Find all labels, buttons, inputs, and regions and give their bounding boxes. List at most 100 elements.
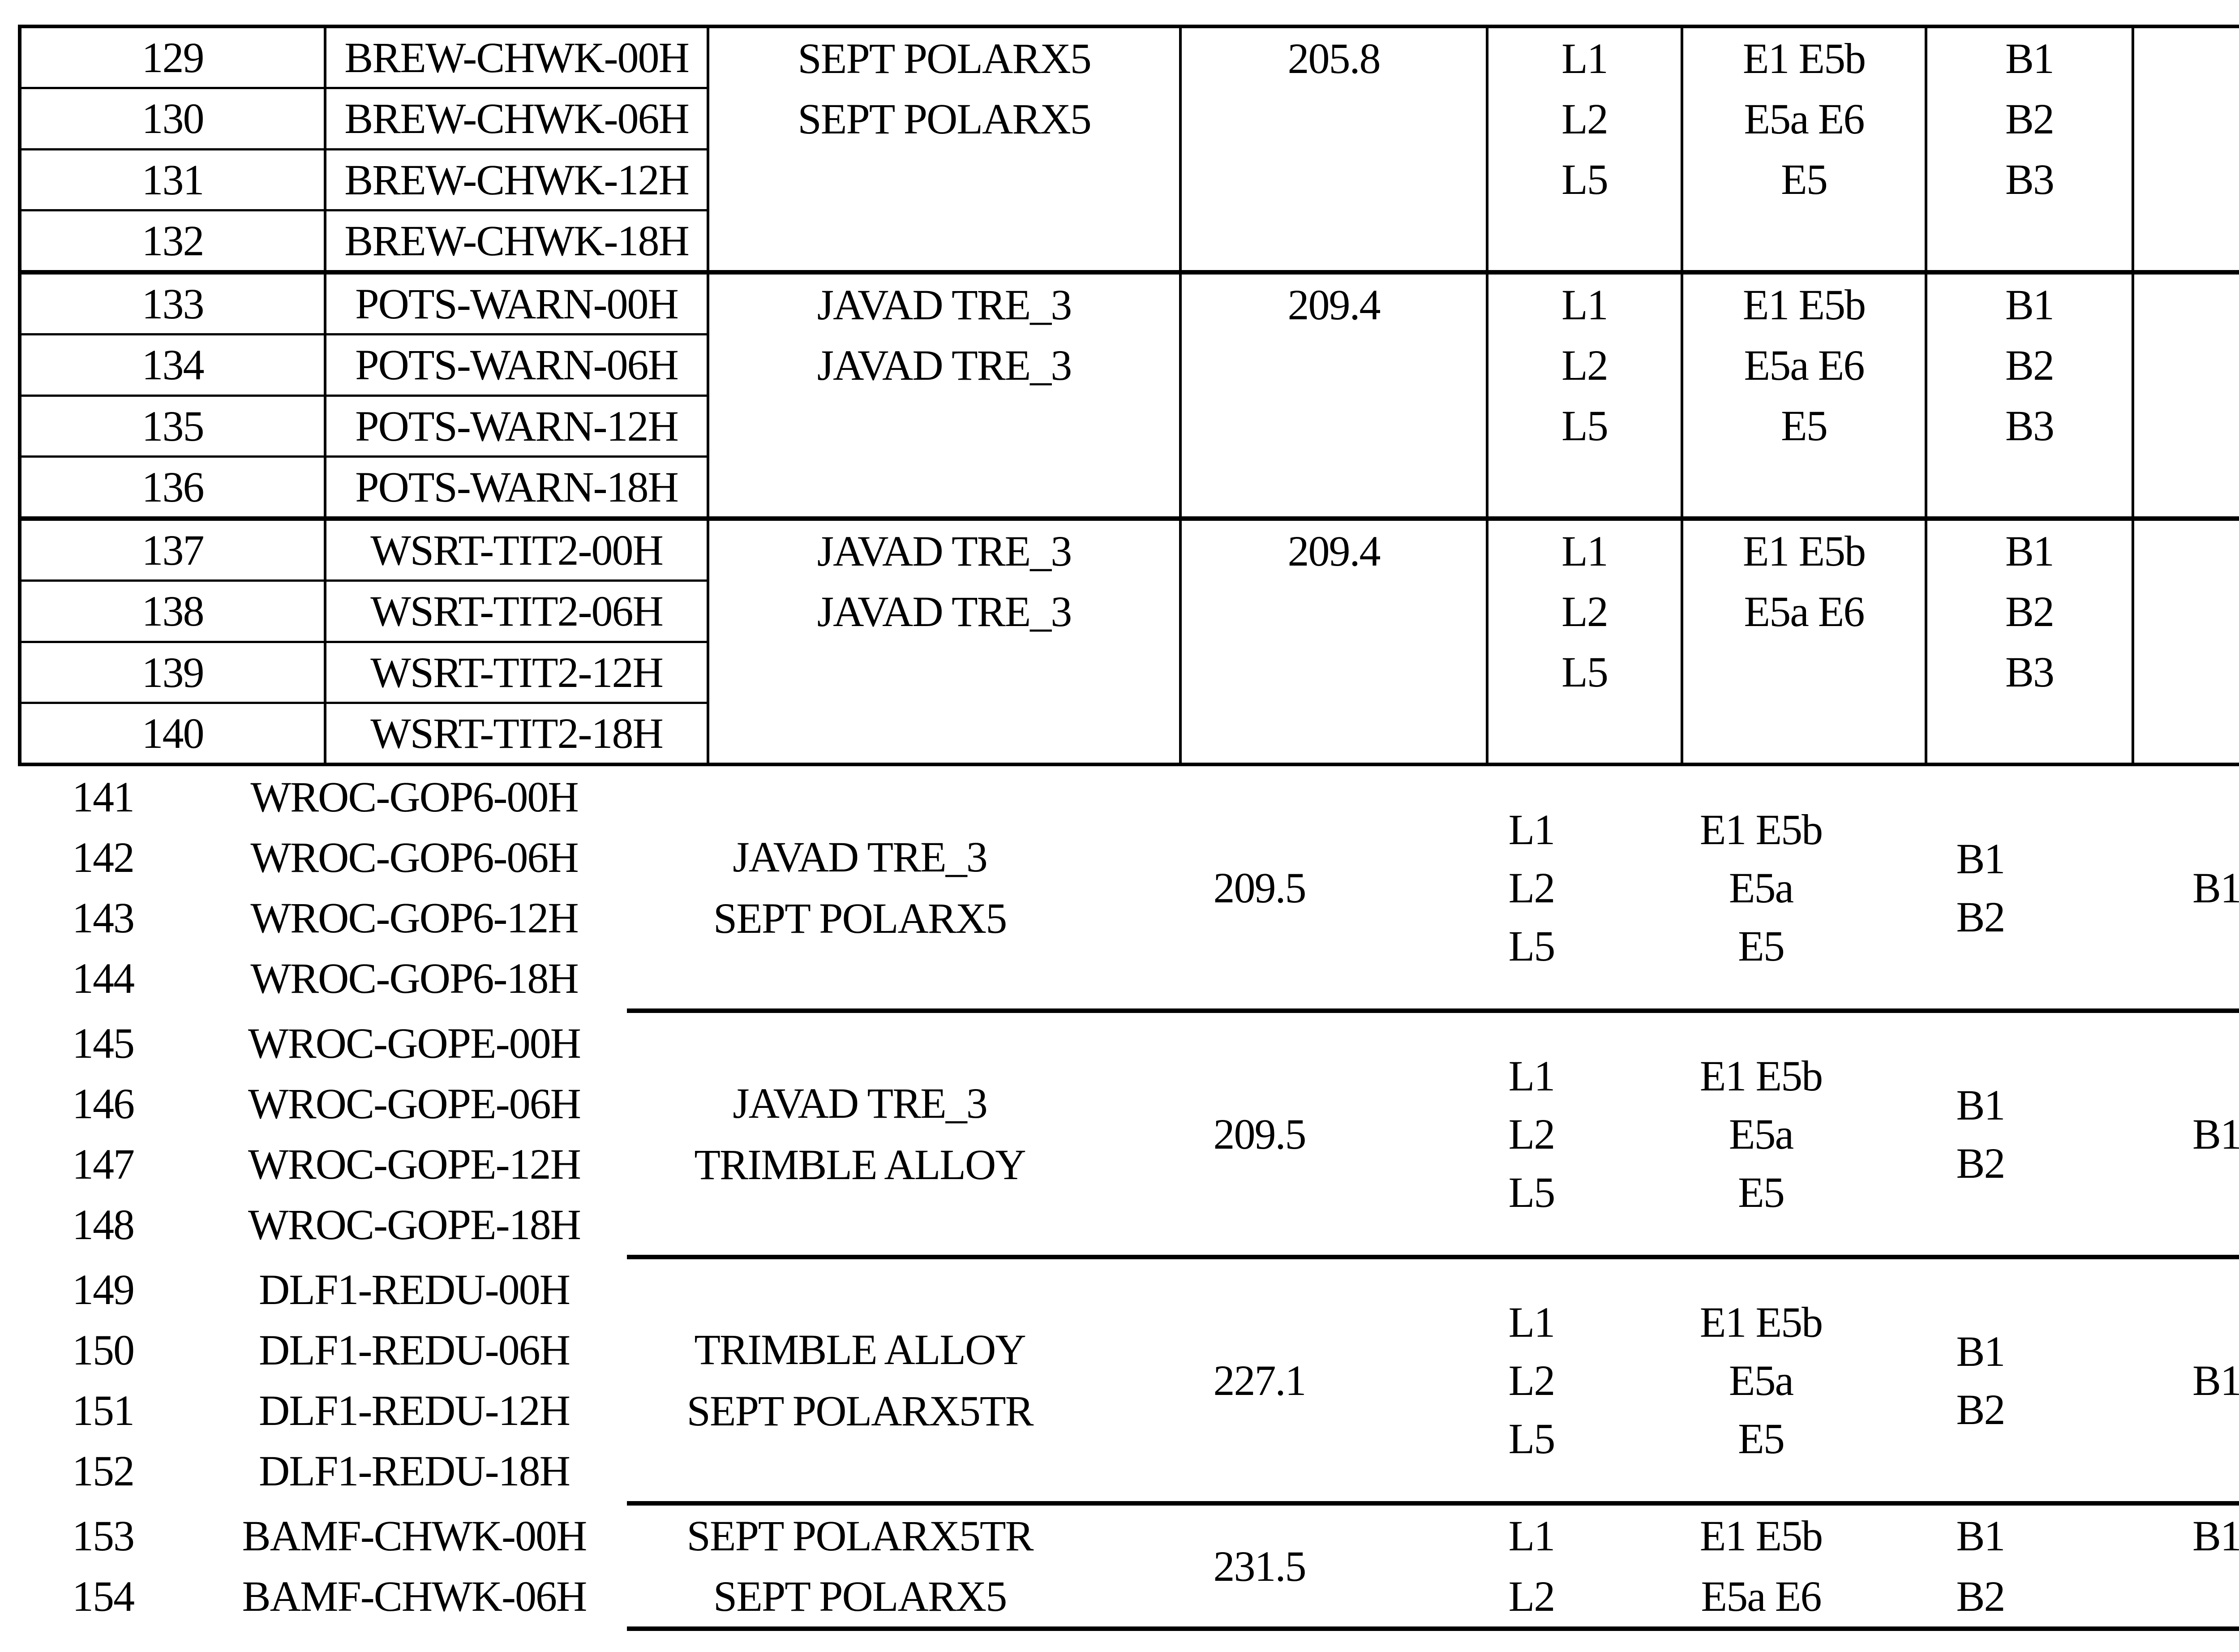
b-signal: B1 [1927,28,2132,89]
station-id: BAMF-CHWK-00H [242,1506,588,1566]
station-text: WROC-GOP6-06H [250,833,579,881]
row-number-text: 144 [72,954,135,1002]
station-text: WROC-GOPE-12H [248,1140,581,1188]
l-signal: L2 [1509,858,1556,917]
station-text: WROC-GOPE-00H [248,1019,581,1067]
l-signal: L2 [1488,581,1681,642]
e-signal: E1 E5b [1699,1293,1823,1351]
station-id: WROC-GOP6-18H [250,948,579,1008]
row-number-text: 131 [142,155,205,204]
row-number: 153 [72,1506,135,1566]
e-signal: E5a [1729,858,1794,917]
l-signal: L5 [1508,917,1556,975]
group-separator-line [627,1626,2239,1631]
signal-text: B1 [2192,1512,2239,1560]
signal-text: B2 [1956,1139,2005,1187]
b-signal-cell: B1 B2 [1881,1259,2080,1501]
b-signal: B3 [1927,149,2132,210]
l-signal-cell: L1 L2 L5 [1486,28,1681,270]
station-id: DLF1-REDU-06H [259,1320,570,1380]
row-number-text: 148 [72,1201,135,1249]
receiver-text: SEPT POLARX5 [713,894,1007,942]
e-signal: E5a [1729,1105,1794,1163]
receiver-text: JAVAD TRE_3 [733,833,987,881]
signal-text: L5 [1508,922,1556,970]
station-text: DLF1-REDU-12H [259,1386,570,1434]
receiver-text: JAVAD TRE_3 [817,281,1072,329]
l-signal: L1 [1508,1293,1556,1351]
signal-text: B2 [2005,95,2055,143]
signal-text: B3 [2005,648,2055,696]
row-number: 132 [21,211,324,270]
l-signal: L1 [1488,28,1681,89]
value-text: 209.4 [1287,527,1381,575]
e-signal: E5 [1683,149,1925,210]
row-number: 146 [72,1073,135,1134]
receiver-name: JAVAD TRE_3 [709,275,1179,335]
e-signal: E5 [1683,395,1925,456]
row-number: 143 [72,888,135,948]
receiver-name: SEPT POLARX5TR [686,1506,1034,1566]
row-number: 150 [72,1320,135,1380]
row-number-text: 152 [72,1447,135,1495]
row-number: 130 [21,89,324,150]
receiver-text: SEPT POLARX5TR [686,1512,1034,1560]
signal-text: E1 E5b [1699,1298,1823,1346]
row-number: 152 [72,1441,135,1501]
l-signal: L5 [1509,1163,1556,1221]
station-text: DLF1-REDU-06H [259,1326,570,1374]
signal-text: B1 [2005,281,2055,329]
station-id: DLF1-REDU-18H [259,1441,570,1501]
signal-text: E5 [1781,155,1828,203]
station-text: DLF1-REDU-18H [259,1447,570,1495]
l-signal: L2 [1488,89,1681,149]
station-text: BREW-CHWK-18H [344,216,690,265]
signal-text: L1 [1508,1512,1556,1560]
station-id: WROC-GOPE-00H [248,1013,581,1073]
row-number: 145 [72,1013,135,1073]
station-column: DLF1-REDU-00H DLF1-REDU-06H DLF1-REDU-12… [206,1259,622,1501]
e-signal: E5a E6 [1683,581,1925,642]
group-separator-line [627,1255,2239,1259]
receiver-name: JAVAD TRE_3 [709,521,1179,581]
receiver-name: SEPT POLARX5TR [686,1380,1034,1442]
table-group-open: 153 154 BAMF-CHWK-00H BAMF-CHWK-06H SEPT… [0,1506,2239,1626]
signal-text: L1 [1508,1298,1556,1346]
row-number-text: 134 [142,341,205,389]
station-text: POTS-WARN-18H [355,463,679,511]
e-signal: E5 [1738,1163,1785,1221]
e-signal-cell: E1 E5b E5a E5 [1641,1013,1881,1255]
l-signal: L2 [1509,1566,1556,1626]
receiver-name: TRIMBLE ALLOY [694,1319,1026,1380]
station-text: WROC-GOP6-12H [250,894,579,942]
table-group: 133 134 135 136 POTS-WARN-00H POTS-WARN-… [21,270,2239,516]
signal-text: B2 [1956,893,2005,941]
e-signal: E5a E6 [1701,1566,1822,1626]
e-signal-cell: E1 E5b E5a E6 [1681,521,1925,763]
station-id: WROC-GOP6-00H [250,767,579,827]
receiver-cell: SEPT POLARX5TR SEPT POLARX5 [622,1506,1097,1626]
e-signal: E1 E5b [1700,800,1823,858]
station-id: BAMF-CHWK-06H [242,1566,588,1626]
receiver-text: SEPT POLARX5 [713,1572,1007,1620]
l-signal: L5 [1488,642,1681,702]
b-signal-2: B1 [2192,1506,2239,1566]
station-column: WROC-GOPE-00H WROC-GOPE-06H WROC-GOPE-12… [206,1013,622,1255]
row-number: 133 [21,275,324,336]
row-number-text: 149 [72,1266,135,1313]
e-signal-cell: E1 E5b E5a E5 [1641,767,1881,1008]
row-number-text: 136 [142,463,205,511]
signal-text: L1 [1561,527,1608,575]
row-number-text: 147 [72,1140,135,1188]
signal-text: B1 [2005,34,2055,82]
station-text: WSRT-TIT2-00H [370,526,664,575]
receiver-cell: JAVAD TRE_3 SEPT POLARX5 [622,767,1097,1008]
e-signal-cell: E1 E5b E5a E6 E5 [1681,275,1925,516]
b-signal-2: B3 [2134,395,2239,456]
b-signal: B1 [1956,1076,2005,1134]
row-number-column: 133 134 135 136 [21,275,324,516]
b-signal: B2 [1927,335,2132,395]
b-signal: B1 [1927,275,2132,335]
signal-text: E5a E6 [1701,1572,1822,1620]
